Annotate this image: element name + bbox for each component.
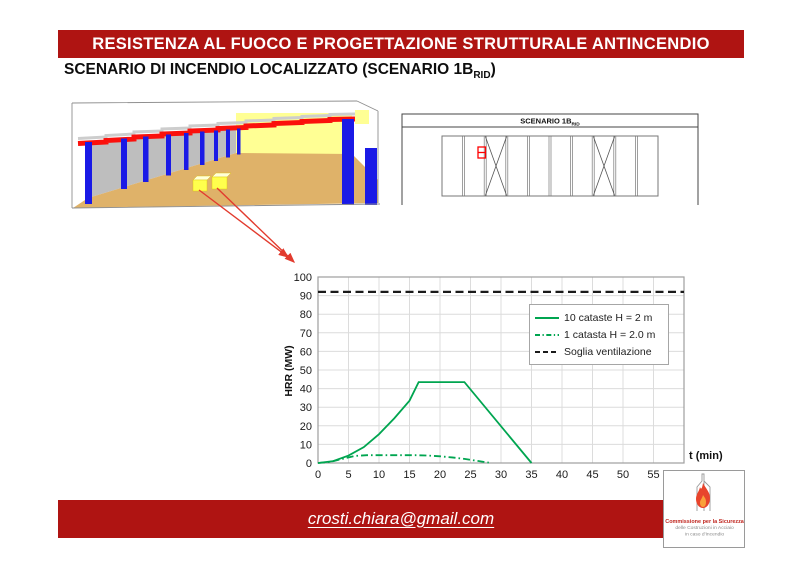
svg-text:55: 55	[647, 469, 659, 480]
schematic-bays	[462, 135, 638, 197]
svg-text:10: 10	[373, 469, 385, 480]
organization-logo: Commissione per la Sicurezza delle Costr…	[663, 470, 745, 548]
svg-text:50: 50	[617, 469, 629, 480]
svg-text:HRR (MW): HRR (MW)	[283, 345, 295, 396]
roof-beam	[77, 112, 356, 146]
svg-text:40: 40	[300, 384, 312, 396]
logo-text: Commissione per la Sicurezza delle Costr…	[665, 519, 744, 537]
hrr-chart: 0 5 10 15 20 25 30 35 40 45 50 55 0 10 20 30 40 50 60 70 80 9…	[283, 272, 723, 480]
svg-text:30: 30	[495, 469, 507, 480]
legend-label: 1 catasta H = 2.0 m	[564, 328, 656, 341]
svg-text:0: 0	[306, 458, 312, 470]
svg-text:30: 30	[300, 402, 312, 414]
legend-line-sample	[535, 333, 559, 336]
svg-text:5: 5	[345, 469, 351, 480]
warehouse-3d-view	[71, 100, 381, 209]
legend-item: 10 cataste H = 2 m	[534, 311, 664, 324]
title-suffix: )	[490, 61, 496, 78]
svg-text:25: 25	[464, 469, 476, 480]
svg-text:t (min): t (min)	[689, 450, 723, 462]
header-banner-text: RESISTENZA AL FUOCO E PROGETTAZIONE STRU…	[92, 34, 710, 53]
svg-text:0: 0	[315, 469, 321, 480]
svg-text:35: 35	[525, 469, 537, 480]
svg-text:50: 50	[300, 365, 312, 377]
legend-item: Soglia ventilazione	[534, 345, 664, 358]
svg-text:60: 60	[300, 346, 312, 358]
svg-text:100: 100	[294, 272, 312, 284]
svg-text:70: 70	[300, 328, 312, 340]
title-prefix: SCENARIO DI INCENDIO LOCALIZZATO (SCENAR…	[64, 61, 474, 78]
email-link[interactable]: crosti.chiara@gmail.com	[307, 509, 495, 528]
legend-item: 1 catasta H = 2.0 m	[534, 328, 664, 341]
legend-line-sample	[535, 316, 559, 319]
footer-banner: crosti.chiara@gmail.com	[58, 500, 744, 538]
svg-text:20: 20	[434, 469, 446, 480]
fire-source-boxes	[192, 172, 232, 192]
svg-text:15: 15	[403, 469, 415, 480]
svg-text:90: 90	[300, 291, 312, 303]
schematic-title: SCENARIO 1BRID	[520, 117, 580, 128]
legend-label: 10 cataste H = 2 m	[564, 311, 653, 324]
header-banner: RESISTENZA AL FUOCO E PROGETTAZIONE STRU…	[58, 30, 744, 58]
columns	[85, 119, 377, 205]
svg-text:40: 40	[556, 469, 568, 480]
svg-text:20: 20	[300, 421, 312, 433]
legend-line-sample	[535, 350, 559, 353]
chart-legend: 10 cataste H = 2 m 1 catasta H = 2.0 m Sog…	[529, 304, 669, 365]
svg-text:45: 45	[586, 469, 598, 480]
fire-position-marker	[477, 146, 487, 159]
structural-schematic: SCENARIO 1BRID	[401, 113, 699, 205]
title-subscript: RID	[473, 70, 491, 82]
legend-label: Soglia ventilazione	[564, 345, 652, 358]
svg-text:80: 80	[300, 309, 312, 321]
svg-text:10: 10	[300, 439, 312, 451]
page-title: SCENARIO DI INCENDIO LOCALIZZATO (SCENAR…	[64, 61, 496, 81]
flame-icon	[696, 473, 711, 511]
